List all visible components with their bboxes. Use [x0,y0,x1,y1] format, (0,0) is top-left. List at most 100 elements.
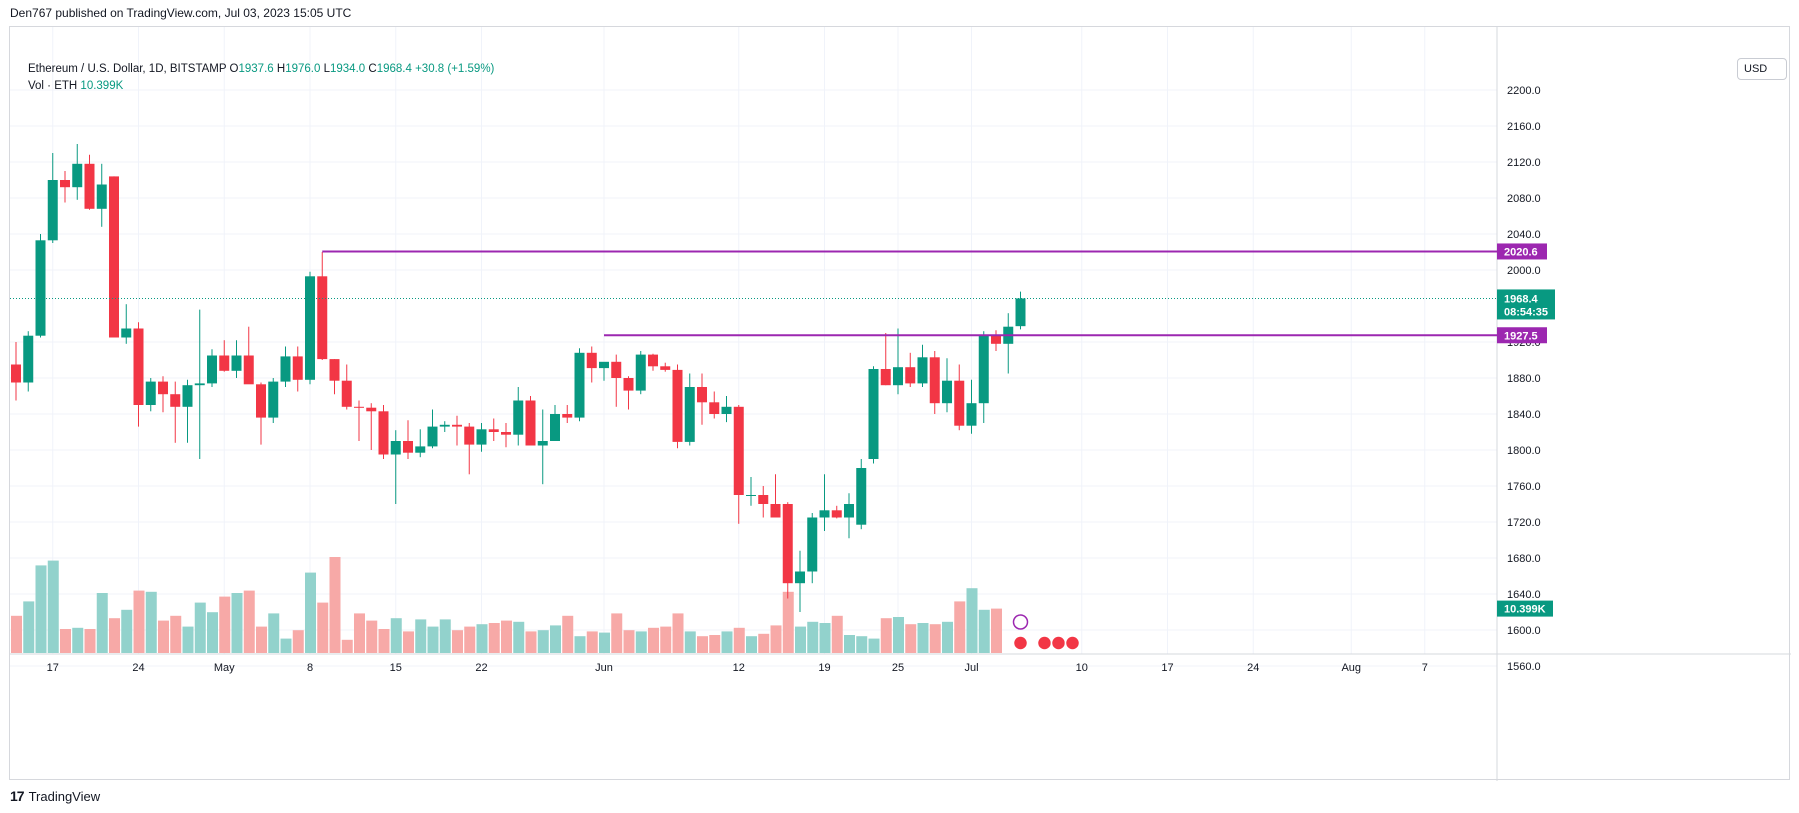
volume-bar [366,620,378,653]
level-badge-label: 2020.6 [1504,246,1538,258]
price-tick-label: 1640.0 [1507,589,1541,601]
candle-body [562,414,573,418]
volume-bar [96,593,108,653]
volume-bar [856,636,868,653]
us-flag-event-icon [1050,635,1067,651]
candle-body [329,359,340,381]
candle-body [611,361,622,378]
time-axis: 17 24 May 8 15 22 Jun 12 19 25 Jul 10 17 24 Aug 7 [47,662,1428,674]
tradingview-footer[interactable]: 17 TradingView [10,788,100,804]
candle-body [942,380,952,404]
candle-body [60,180,70,188]
candle-body [856,468,867,525]
candle-body [623,378,634,391]
volume-bar [219,596,231,653]
candle-body [1015,298,1026,327]
candle-body [929,357,940,404]
us-flag-event-icon [1012,635,1029,651]
currency-selector[interactable]: USD [1737,58,1787,80]
time-tick-label: Aug [1341,662,1361,674]
volume-bar [427,626,439,653]
price-chart[interactable]: 1560.0 1600.0 1640.0 1680.0 1720.0 1760.0 1800… [10,27,1791,781]
volume-bar [795,626,806,653]
candle-body [868,369,879,459]
volume-bar [709,635,721,653]
candle-body [243,355,254,385]
volume-bar [697,636,708,653]
volume-bar [978,609,990,653]
candle-body [697,387,707,403]
volume-bar [574,636,586,653]
volume-bar [84,629,96,653]
volume-bar [782,591,794,653]
volume-bar [819,623,831,653]
candle-body [819,510,830,518]
volume-bar [60,629,71,653]
candle-body [366,407,377,412]
price-tick-label: 1720.0 [1507,517,1541,529]
volume-bar [844,635,855,653]
candle-body [219,355,230,371]
candle-body [133,328,144,405]
volume-row: Vol · ETH 10.399K [28,78,494,95]
countdown-label: 08:54:35 [1504,306,1548,318]
chart-frame[interactable]: 1560.0 1600.0 1640.0 1680.0 1720.0 1760.0 1800… [9,26,1791,781]
volume-bar [733,627,745,653]
candle-body [550,414,560,441]
candle-body [635,354,646,391]
candle-body [341,380,352,407]
price-tick-label: 1680.0 [1507,553,1541,565]
volume-bar [599,632,610,653]
price-tick-label: 1600.0 [1507,625,1541,637]
open-value: 1937.6 [238,63,274,75]
volume-bar [758,633,770,653]
level-badge [1497,327,1547,344]
volume-bar [550,625,561,653]
volume-bar [341,639,353,653]
time-tick-label: Jun [595,662,613,674]
volume-label[interactable]: Vol · ETH [28,80,78,92]
volume-bar [72,627,84,653]
time-tick-label: 24 [132,662,144,674]
volume-bar [807,621,819,653]
candle-body [488,429,499,432]
volume-bar [868,638,880,653]
high-value: 1976.0 [285,63,321,75]
volume-bar [905,624,917,653]
candle-body [182,385,193,407]
horizontal-levels [10,250,1497,337]
volume-bar [942,621,953,653]
candle-body [746,495,756,496]
volume-bar [390,618,402,653]
candle-body [439,424,450,427]
us-flag-event-icon [1064,635,1081,651]
candle-body [831,510,842,518]
ohlc-row: Ethereum / U.S. Dollar, 1D, BITSTAMP O19… [28,61,494,78]
price-tick-label: 2040.0 [1507,229,1541,241]
level-badge-label: 1927.5 [1504,330,1538,342]
close-label: C [368,63,377,75]
volume-bar [280,638,292,653]
volume-bar [525,631,537,653]
time-tick-label: Jul [964,662,978,674]
close-value: 1968.4 [376,63,412,75]
candle-body [893,367,903,386]
open-label: O [229,63,239,75]
current-price-badge [1497,289,1555,320]
current-price-label: 1968.4 [1504,293,1539,305]
price-tick-label: 2200.0 [1507,85,1541,97]
candle-body [501,432,511,435]
price-tick-label: 1840.0 [1507,409,1541,421]
candle-body [684,387,695,442]
price-tick-label: 2000.0 [1507,265,1541,277]
volume-bar [158,620,169,653]
candle-body [733,406,744,495]
volume-bar [660,626,672,653]
volume-bar [635,631,647,653]
volume-bar [537,630,549,653]
volume-bar [292,630,304,653]
symbol-name[interactable]: Ethereum / U.S. Dollar, 1D, BITSTAMP [28,63,227,75]
volume-bar [329,557,341,653]
candle-body [317,276,328,360]
volume-bar [23,601,35,653]
